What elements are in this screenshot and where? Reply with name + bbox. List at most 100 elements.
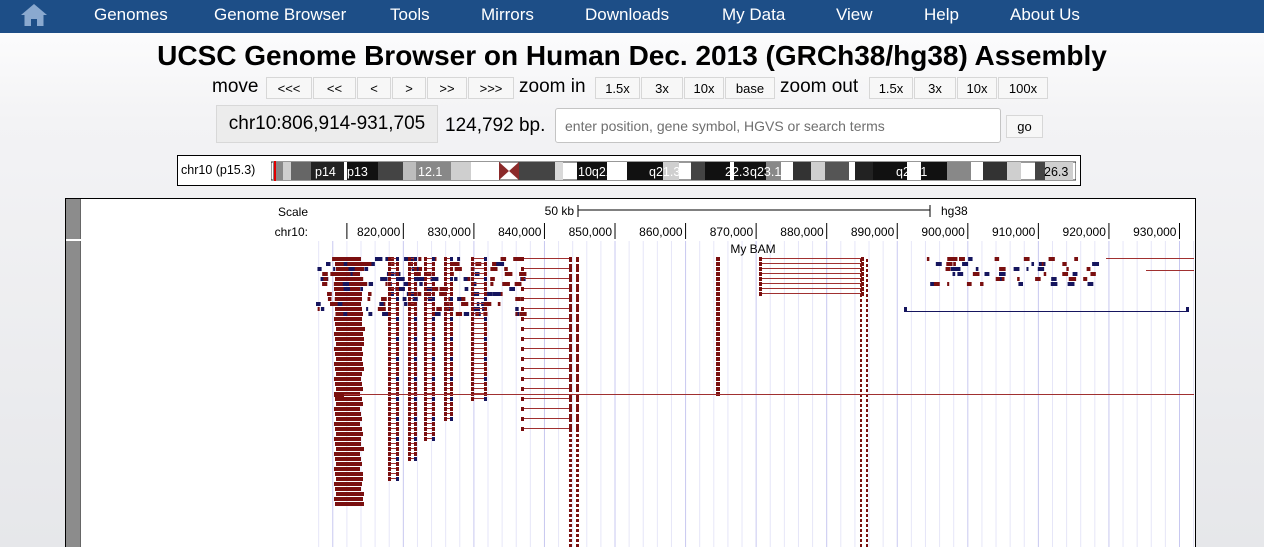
nav-about-us[interactable]: About Us [1010,5,1080,24]
read-block [368,292,372,296]
read-block [521,317,524,321]
nav-my-data[interactable]: My Data [722,5,786,24]
read-block [861,277,864,281]
read-block [388,317,391,321]
read-block [866,354,868,357]
zoom-out-10x-button[interactable]: 10x [957,77,997,99]
nav-genome-browser[interactable]: Genome Browser [214,5,347,24]
move-left-medium-button[interactable]: << [313,77,356,99]
nav-tools[interactable]: Tools [390,5,430,24]
read-block [408,377,411,381]
zoom-out-1-5x-button[interactable]: 1.5x [869,77,913,99]
zoom-out-100x-button[interactable]: 100x [998,77,1048,99]
read-block [484,277,487,281]
nav-help[interactable]: Help [924,5,959,24]
move-right-button[interactable]: > [392,77,426,99]
zoom-in-10x-button[interactable]: 10x [684,77,724,99]
position-display[interactable]: chr10:806,914-931,705 [216,105,438,143]
read-block [368,312,373,316]
move-right-far-button[interactable]: >>> [468,77,514,99]
read-block [388,262,391,266]
read-block [576,429,579,432]
zoom-in-1-5x-button[interactable]: 1.5x [595,77,640,99]
read-block [569,414,572,417]
read-block [424,262,427,266]
zoom-in-3x-button[interactable]: 3x [641,77,683,99]
nav-downloads[interactable]: Downloads [585,5,670,24]
read-block [576,479,579,482]
read-block [335,502,364,506]
bam-track-side-button[interactable] [66,241,81,547]
read-block [414,267,417,271]
read-block [860,499,862,502]
read-block [464,287,469,291]
read-block [350,272,353,276]
read-block [424,347,427,351]
read-block [364,267,369,271]
move-left-button[interactable]: < [357,77,391,99]
read-block [866,459,868,462]
read-block [569,334,572,337]
read-block [569,289,572,292]
read-block [716,307,720,311]
read-block [396,447,399,451]
read-block [414,377,417,381]
browser-track-image[interactable]: Scale chr10: 50 kb hg38 820,000 830,000 84… [65,198,1196,547]
read-block [569,324,572,327]
read-block [335,397,362,401]
nav-view[interactable]: View [836,5,873,24]
read-block [424,327,427,331]
read-block [860,454,862,457]
read-block [860,309,862,312]
read-block [471,307,474,311]
go-button[interactable]: go [1006,115,1043,138]
read-block [759,262,762,266]
move-right-medium-button[interactable]: >> [427,77,467,99]
read-block [342,282,350,286]
chromosome-ideogram[interactable]: chr10 (p15.3) [177,155,1081,186]
read-block [860,374,862,377]
read-block [414,297,417,301]
nav-genomes[interactable]: Genomes [94,5,168,24]
read-block [999,272,1006,276]
read-block [335,307,362,311]
read-block [860,399,862,402]
read-block [933,282,940,286]
position-search-input[interactable] [555,108,1001,143]
read-block [432,352,435,356]
read-block [866,444,868,447]
read-block [450,297,453,301]
read-block [569,514,572,517]
ruler-side-button[interactable] [66,199,81,239]
read-block [317,267,322,271]
zoom-out-3x-button[interactable]: 3x [914,77,956,99]
zoom-in-base-button[interactable]: base [725,77,775,99]
read-block [388,377,391,381]
read-block [408,272,411,276]
read-block [335,352,363,356]
read-block [335,367,364,371]
read-block [980,282,984,286]
read-block [450,257,453,261]
read-block [343,287,350,291]
read-block [716,287,720,291]
home-icon[interactable] [20,3,48,27]
read-block [569,499,572,502]
move-left-far-button[interactable]: <<< [266,77,312,99]
read-block [576,509,579,512]
read-block [860,514,862,517]
read-block [396,347,399,351]
read-block [861,267,864,271]
read-block [860,389,862,392]
nav-mirrors[interactable]: Mirrors [481,5,534,24]
read-block [414,277,417,281]
read-block [320,307,325,311]
read-block [451,262,460,266]
read-block [444,372,447,376]
read-block [396,272,399,276]
read-block [432,337,435,341]
read-block [484,292,487,296]
read-block [396,422,399,426]
read-block [444,312,447,316]
read-block [396,297,399,301]
